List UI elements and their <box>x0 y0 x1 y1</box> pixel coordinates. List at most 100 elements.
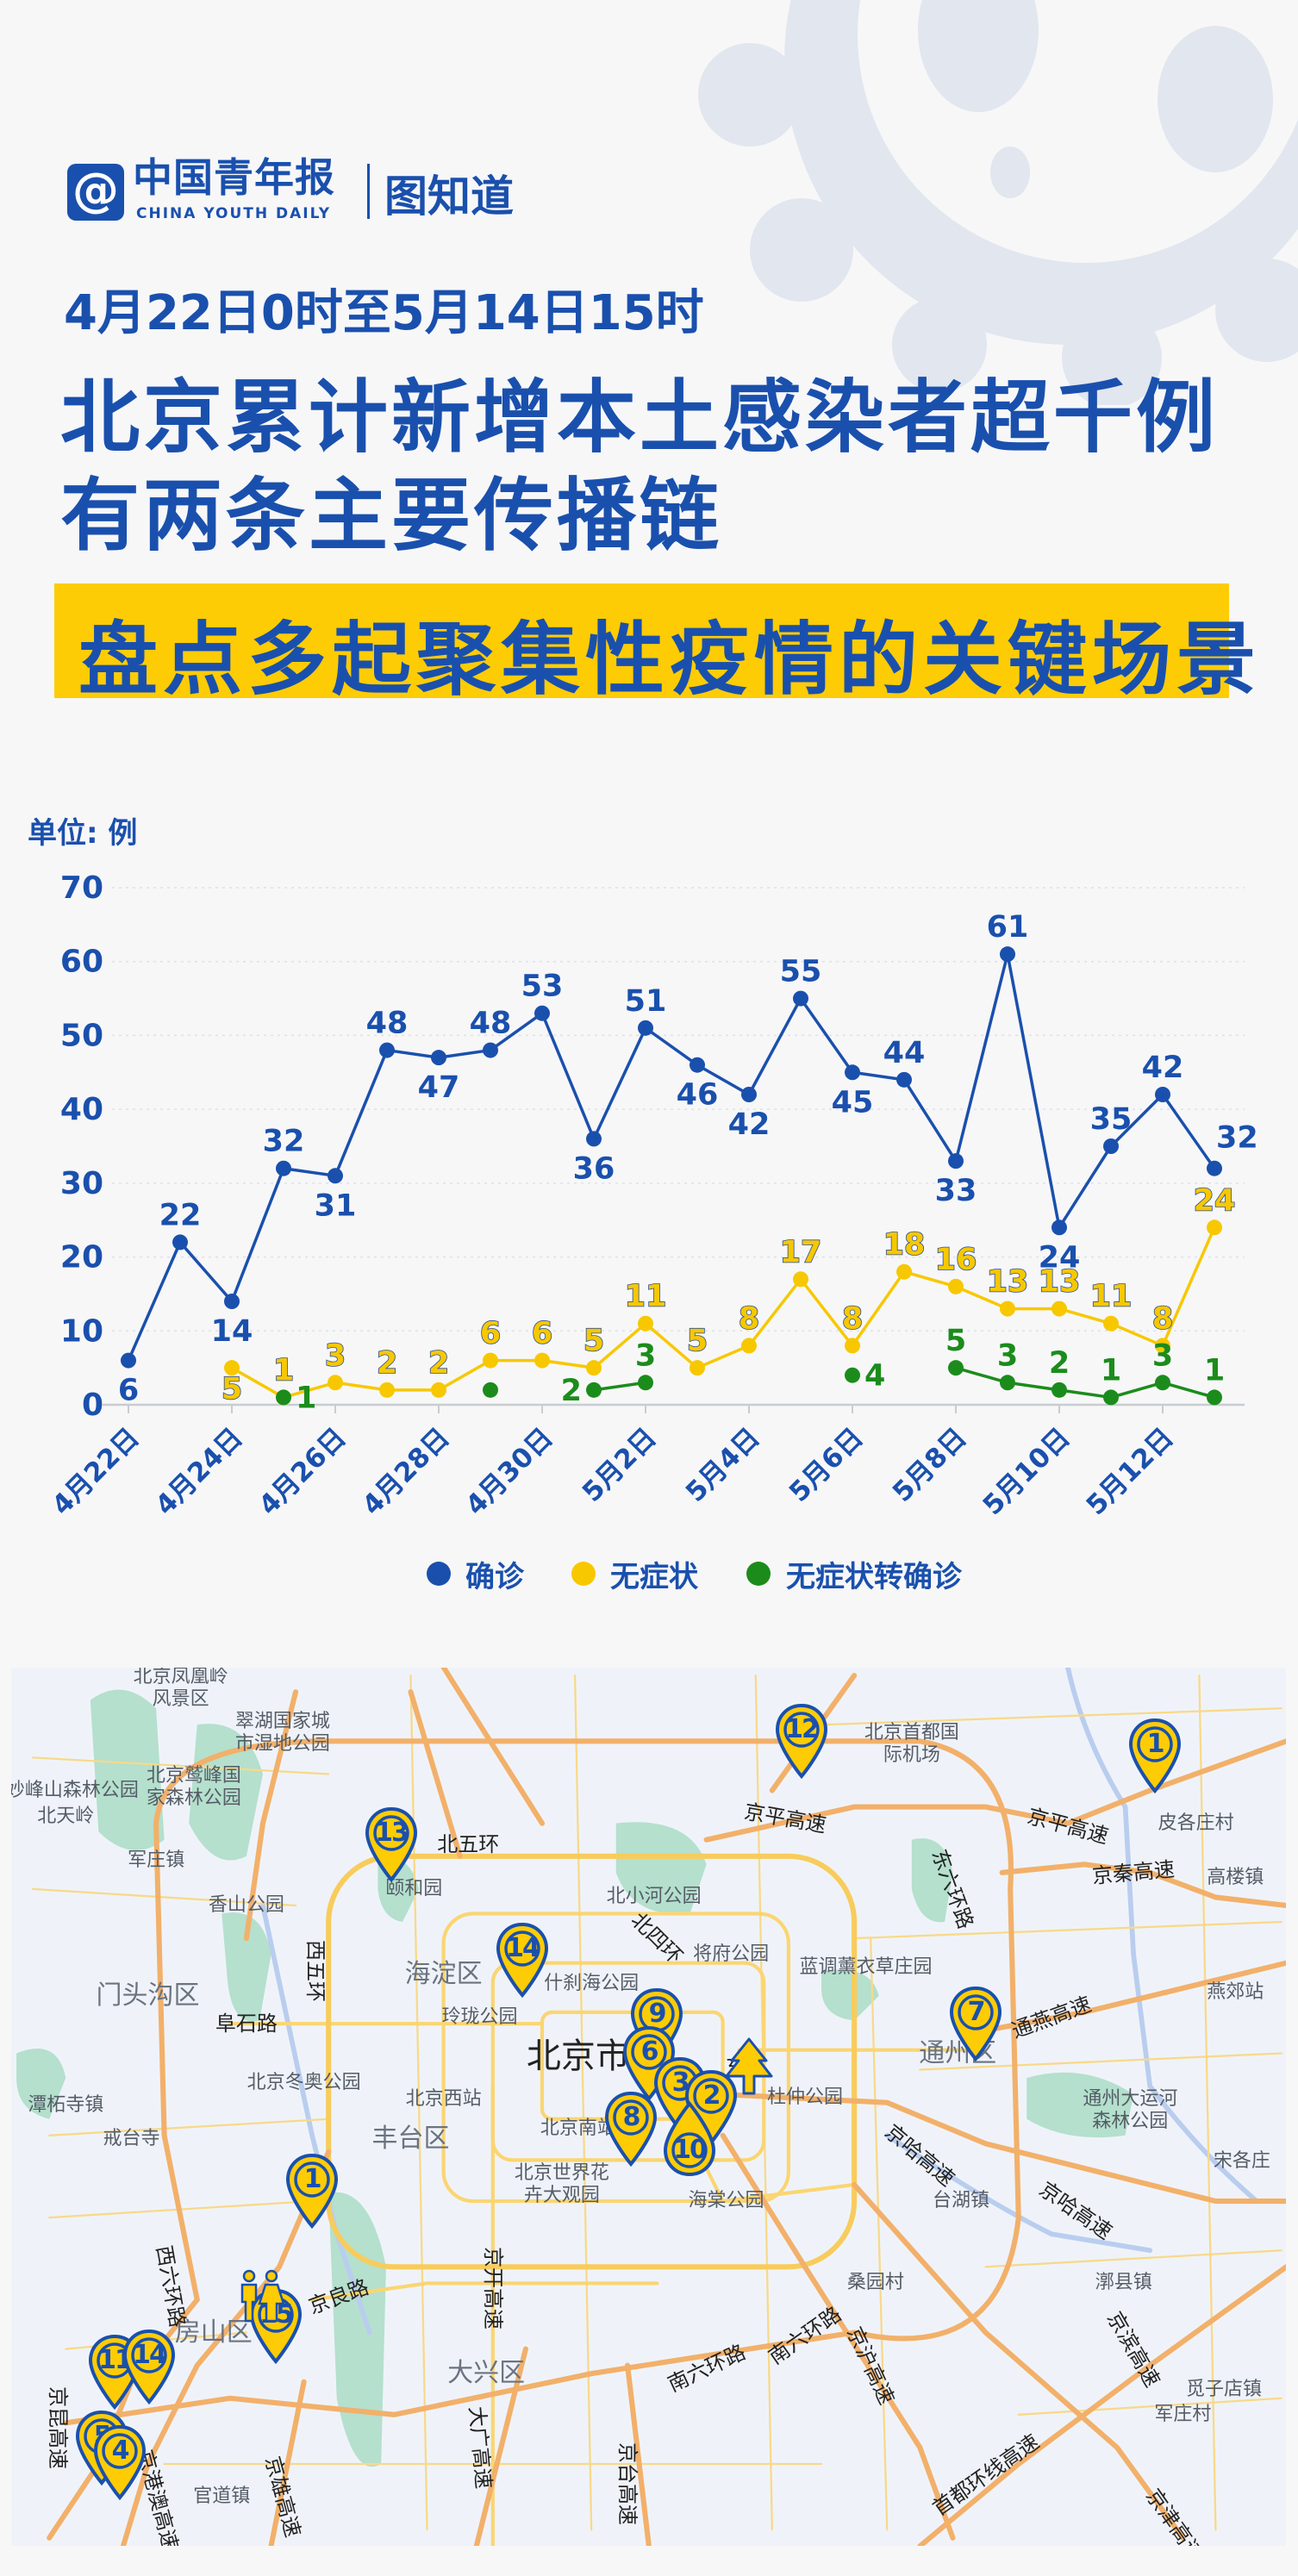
location-marker[interactable]: 14 <box>122 2328 177 2407</box>
map-label: 杜仲公园 <box>766 2086 843 2108</box>
asymptomatic-point <box>948 1278 964 1294</box>
location-marker[interactable]: 7 <box>948 1985 1003 2064</box>
y-tick-label: 50 <box>60 1018 103 1053</box>
y-tick-label: 20 <box>60 1240 103 1276</box>
converted-data-label: 3 <box>635 1338 656 1373</box>
location-marker[interactable]: 1 <box>284 2152 340 2231</box>
asymptomatic-data-label: 8 <box>739 1301 759 1336</box>
confirmed-point <box>741 1087 757 1102</box>
asymptomatic-data-label: 1 <box>273 1353 294 1388</box>
map-label: 颐和园 <box>385 1877 443 1899</box>
confirmed-data-label: 14 <box>211 1314 253 1349</box>
confirmed-data-label: 44 <box>883 1036 926 1070</box>
asymptomatic-data-label: 13 <box>987 1265 1029 1300</box>
x-tick-label: 4月26日 <box>253 1422 353 1521</box>
location-marker[interactable]: 8 <box>603 2090 658 2169</box>
x-tick-label: 4月30日 <box>460 1422 559 1521</box>
converted-data-label: 3 <box>1152 1338 1173 1373</box>
map-label: 官道镇 <box>193 2486 251 2508</box>
x-tick-label: 5月2日 <box>577 1422 663 1508</box>
asymptomatic-line-segment <box>592 1322 647 1369</box>
confirmed-line-segment <box>489 1012 544 1051</box>
asymptomatic-data-label: 6 <box>480 1317 501 1351</box>
map-label: 皮各庄村 <box>1158 1812 1234 1834</box>
location-marker[interactable]: 1 <box>1127 1717 1183 1796</box>
map-label: 宋各庄 <box>1213 2150 1270 2173</box>
confirmed-point <box>845 1064 860 1081</box>
y-tick-label: 30 <box>60 1166 103 1201</box>
confirmed-data-label: 46 <box>677 1078 719 1113</box>
map-pin-icon <box>93 2424 147 2501</box>
confirmed-line-segment <box>954 953 1009 1162</box>
map-label: 玲珑公园 <box>441 2005 518 2028</box>
asymptomatic-point <box>1052 1300 1067 1317</box>
y-tick-label: 40 <box>60 1092 103 1127</box>
subtitle-text: 盘点多起聚集性疫情的关键场景 <box>78 614 1262 706</box>
map-pin-icon <box>663 2100 716 2177</box>
location-marker[interactable]: 12 <box>774 1702 829 1781</box>
gear-decoration <box>698 0 1298 405</box>
y-tick-label: 0 <box>82 1388 103 1423</box>
location-marker[interactable]: 14 <box>495 1921 550 2000</box>
location-marker[interactable]: 4 <box>92 2423 147 2503</box>
converted-point <box>483 1382 498 1398</box>
asymptomatic-data-label: 3 <box>325 1338 346 1373</box>
x-tick-label: 5月4日 <box>680 1422 766 1508</box>
confirmed-data-label: 55 <box>780 955 822 989</box>
asymptomatic-line-segment <box>851 1270 906 1347</box>
map-label: 军庄村 <box>1154 2403 1212 2425</box>
people-icon[interactable] <box>237 2269 289 2328</box>
confirmed-line-segment <box>902 1078 958 1163</box>
map-label: 香山公园 <box>208 1893 284 1916</box>
confirmed-data-label: 36 <box>573 1151 615 1186</box>
map-label: 漷县镇 <box>1095 2272 1152 2294</box>
map-label: 北京凤凰岭风景区 <box>133 1668 228 1711</box>
asymptomatic-point <box>845 1338 860 1354</box>
location-marker[interactable]: 13 <box>364 1806 419 1885</box>
page-title-line1: 北京累计新增本土感染者超千例 <box>60 371 1220 464</box>
x-tick-label: 5月10日 <box>977 1422 1076 1521</box>
converted-line-segment <box>1110 1381 1164 1400</box>
converted-data-label: 3 <box>997 1338 1018 1373</box>
asymptomatic-point <box>431 1382 446 1398</box>
map-label: 北五环 <box>437 1832 500 1857</box>
confirmed-point <box>896 1071 912 1088</box>
map-label: 京台高速 <box>615 2442 640 2525</box>
asymptomatic-line-segment <box>334 1381 388 1392</box>
confirmed-data-label: 42 <box>1142 1051 1184 1085</box>
confirmed-point <box>379 1042 395 1058</box>
asymptomatic-data-label: 24 <box>1194 1183 1236 1218</box>
asymptomatic-data-label: 8 <box>842 1301 863 1336</box>
legend-dot-asymptomatic <box>571 1562 596 1586</box>
confirmed-data-label: 47 <box>418 1070 460 1105</box>
y-tick-label: 10 <box>60 1313 103 1349</box>
tree-icon[interactable] <box>723 2036 775 2100</box>
converted-data-label: 5 <box>945 1324 966 1358</box>
asymptomatic-point <box>638 1315 653 1332</box>
confirmed-data-label: 32 <box>263 1125 305 1159</box>
confirmed-line-segment <box>178 1241 234 1303</box>
map-label: 海棠公园 <box>688 2190 764 2212</box>
confirmed-line-segment <box>230 1168 285 1302</box>
location-marker[interactable]: 10 <box>662 2099 717 2178</box>
asymptomatic-point <box>379 1382 395 1398</box>
confirmed-line-segment <box>386 1048 440 1059</box>
marker-number: 4 <box>111 2436 130 2466</box>
asymptomatic-line-segment <box>438 1359 491 1392</box>
converted-point <box>276 1389 291 1406</box>
confirmed-line-segment <box>592 1027 647 1140</box>
map-label: 桑园村 <box>846 2272 904 2294</box>
map-label: 北京首都国际机场 <box>864 1722 959 1767</box>
converted-point <box>638 1375 653 1391</box>
map-label: 北小河公园 <box>606 1886 702 1908</box>
map-label: 潭柘寺镇 <box>28 2094 104 2117</box>
confirmed-line-segment <box>127 1241 182 1362</box>
asymptomatic-point <box>793 1271 808 1288</box>
confirmed-data-label: 32 <box>1216 1121 1258 1156</box>
map-label: 觅子店镇 <box>1185 2379 1262 2401</box>
map-label: 什刹海公园 <box>544 1973 640 1995</box>
map-pin-icon <box>604 2091 658 2167</box>
confirmed-point <box>690 1057 705 1073</box>
asymptomatic-line-segment <box>644 1322 699 1369</box>
converted-data-label: 2 <box>1049 1346 1070 1381</box>
